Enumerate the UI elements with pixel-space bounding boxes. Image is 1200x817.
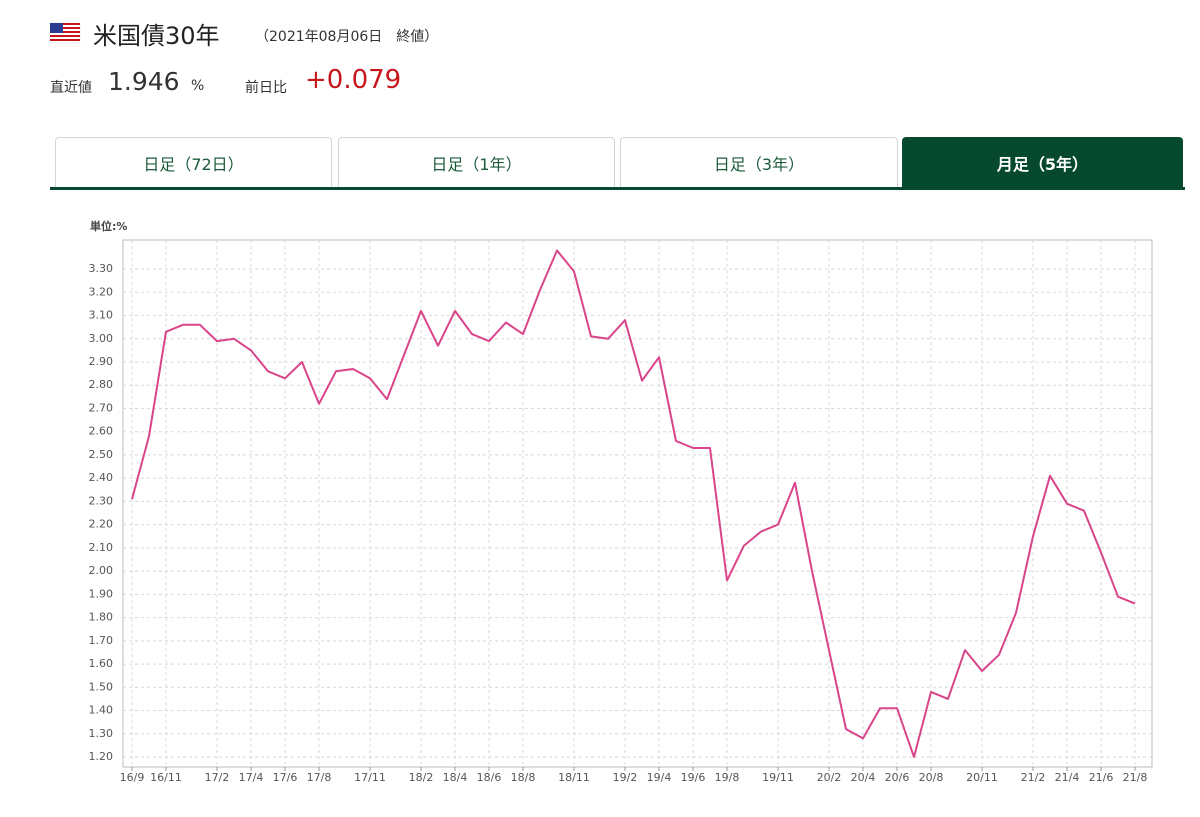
tab[interactable]: 日足（1年） <box>338 137 615 187</box>
y-tick-label: 1.70 <box>89 634 114 647</box>
y-tick-label: 1.40 <box>89 704 114 717</box>
x-tick-label: 21/2 <box>1021 771 1046 784</box>
y-tick-label: 1.90 <box>89 587 114 600</box>
y-tick-label: 2.60 <box>89 425 114 438</box>
x-tick-label: 18/6 <box>477 771 502 784</box>
y-tick-label: 3.20 <box>89 285 114 298</box>
y-tick-label: 1.80 <box>89 611 114 624</box>
x-tick-label: 17/6 <box>273 771 298 784</box>
tab[interactable]: 月足（5年） <box>902 137 1183 187</box>
y-tick-label: 2.00 <box>89 564 114 577</box>
y-tick-label: 2.40 <box>89 471 114 484</box>
x-tick-label: 17/8 <box>307 771 332 784</box>
title: 米国債30年 <box>93 22 220 50</box>
x-tick-label: 21/6 <box>1089 771 1114 784</box>
x-tick-label: 20/6 <box>885 771 910 784</box>
x-tick-label: 20/11 <box>966 771 998 784</box>
x-tick-label: 19/6 <box>681 771 706 784</box>
y-tick-label: 2.10 <box>89 541 114 554</box>
y-tick-label: 2.90 <box>89 355 114 368</box>
plot-frame <box>122 239 1153 768</box>
change-value: +0.079 <box>305 65 402 95</box>
y-tick-label: 3.10 <box>89 309 114 322</box>
x-tick-label: 18/4 <box>443 771 468 784</box>
y-tick-label: 1.30 <box>89 727 114 740</box>
latest-label: 直近値 <box>50 80 92 96</box>
x-tick-label: 17/11 <box>354 771 386 784</box>
x-tick-label: 17/2 <box>205 771 230 784</box>
y-tick-label: 3.30 <box>89 262 114 275</box>
y-tick-label: 3.00 <box>89 332 114 345</box>
x-tick-label: 19/8 <box>715 771 740 784</box>
latest-unit: % <box>191 78 205 94</box>
y-tick-label: 1.20 <box>89 750 114 763</box>
y-tick-label: 2.30 <box>89 494 114 507</box>
change-label: 前日比 <box>245 80 287 96</box>
y-tick-label: 2.20 <box>89 518 114 531</box>
x-tick-label: 17/4 <box>239 771 264 784</box>
y-tick-label: 1.50 <box>89 680 114 693</box>
line <box>131 249 1136 758</box>
x-tick-label: 18/2 <box>409 771 434 784</box>
y-tick-label: 2.80 <box>89 378 114 391</box>
x-tick-label: 16/11 <box>150 771 182 784</box>
x-tick-label: 20/2 <box>817 771 842 784</box>
x-tick-label: 19/4 <box>647 771 672 784</box>
x-tick-label: 18/11 <box>558 771 590 784</box>
y-tick-label: 1.60 <box>89 657 114 670</box>
x-tick-label: 19/11 <box>762 771 794 784</box>
x-tick-label: 16/9 <box>120 771 145 784</box>
flag <box>49 22 81 44</box>
x-tick-label: 18/8 <box>511 771 536 784</box>
x-tick-label: 19/2 <box>613 771 638 784</box>
tab[interactable]: 日足（3年） <box>620 137 898 187</box>
x-tick-label: 21/8 <box>1123 771 1148 784</box>
x-tick-label: 20/4 <box>851 771 876 784</box>
tab-underline <box>50 187 1185 190</box>
y-tick-label: 2.70 <box>89 401 114 414</box>
unit-label: 単位:% <box>90 219 127 233</box>
y-tick-label: 2.50 <box>89 448 114 461</box>
tab[interactable]: 日足（72日） <box>55 137 332 187</box>
date: （2021年08月06日 終値） <box>255 29 439 45</box>
latest-value: 1.946 <box>108 67 180 96</box>
x-tick-label: 20/8 <box>919 771 944 784</box>
x-tick-label: 21/4 <box>1055 771 1080 784</box>
